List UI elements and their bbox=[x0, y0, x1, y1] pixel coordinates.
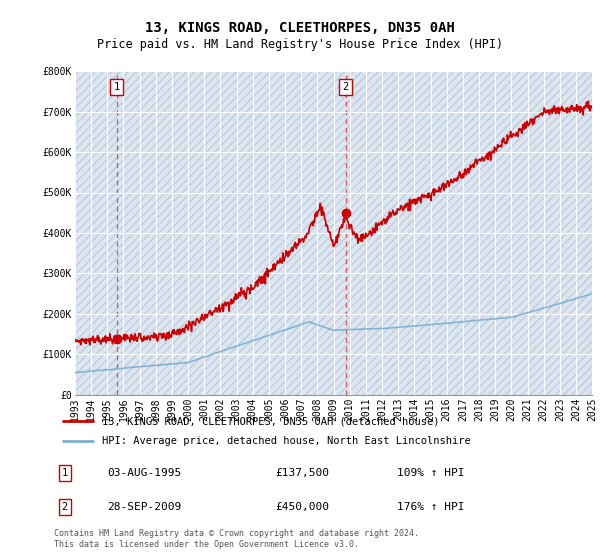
Text: Price paid vs. HM Land Registry's House Price Index (HPI): Price paid vs. HM Land Registry's House … bbox=[97, 38, 503, 51]
Text: This data is licensed under the Open Government Licence v3.0.: This data is licensed under the Open Gov… bbox=[54, 540, 359, 549]
Text: HPI: Average price, detached house, North East Lincolnshire: HPI: Average price, detached house, Nort… bbox=[101, 436, 470, 446]
Text: 13, KINGS ROAD, CLEETHORPES, DN35 0AH: 13, KINGS ROAD, CLEETHORPES, DN35 0AH bbox=[145, 21, 455, 35]
Text: 1: 1 bbox=[113, 82, 120, 92]
Text: 28-SEP-2009: 28-SEP-2009 bbox=[107, 502, 181, 512]
Text: 2: 2 bbox=[343, 82, 349, 92]
Text: 13, KINGS ROAD, CLEETHORPES, DN35 0AH (detached house): 13, KINGS ROAD, CLEETHORPES, DN35 0AH (d… bbox=[101, 417, 439, 426]
Text: 2: 2 bbox=[61, 502, 68, 512]
Text: 03-AUG-1995: 03-AUG-1995 bbox=[107, 468, 181, 478]
Text: £450,000: £450,000 bbox=[276, 502, 330, 512]
Text: Contains HM Land Registry data © Crown copyright and database right 2024.: Contains HM Land Registry data © Crown c… bbox=[54, 529, 419, 538]
Text: 176% ↑ HPI: 176% ↑ HPI bbox=[397, 502, 465, 512]
Text: £137,500: £137,500 bbox=[276, 468, 330, 478]
Text: 1: 1 bbox=[61, 468, 68, 478]
Text: 109% ↑ HPI: 109% ↑ HPI bbox=[397, 468, 465, 478]
